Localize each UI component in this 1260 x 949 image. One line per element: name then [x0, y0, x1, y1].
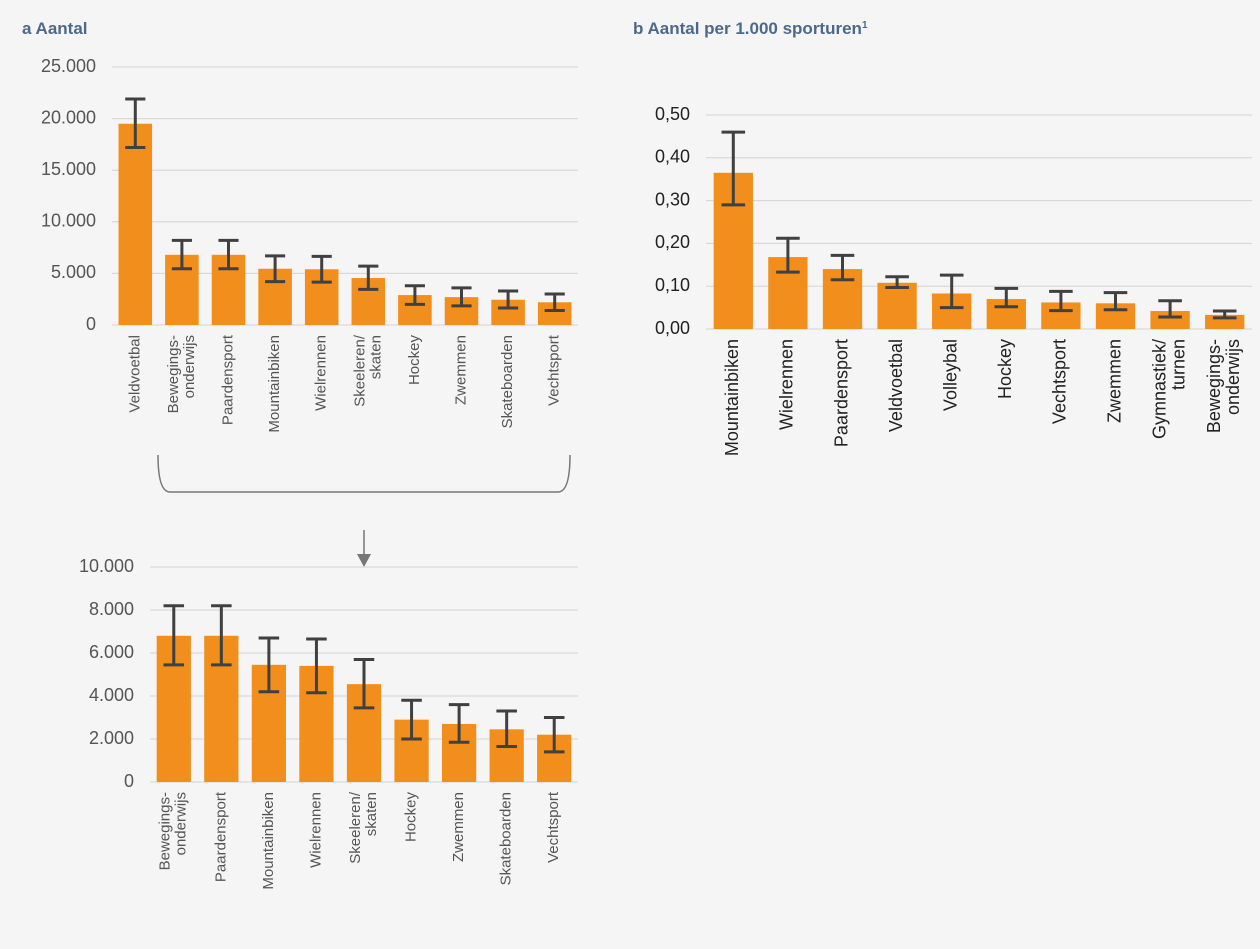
error-bar — [885, 275, 909, 289]
y-tick-label: 5.000 — [51, 262, 96, 282]
x-tick-label: Paardensport — [831, 339, 851, 447]
x-tick-label: Skateboarden — [498, 792, 515, 885]
x-tick-label: Skeeleren/ — [347, 791, 364, 864]
error-bar — [776, 236, 800, 274]
y-tick-label: 0,50 — [655, 104, 690, 124]
x-tick-label: turnen — [1168, 339, 1188, 390]
bar — [877, 282, 917, 329]
x-tick-label: Hockey — [403, 792, 420, 843]
x-tick-label: onderwijs — [1223, 339, 1243, 415]
error-bar — [163, 604, 185, 667]
x-tick-label: Zwemmen — [450, 792, 467, 862]
y-tick-label: 0,10 — [655, 275, 690, 295]
bar — [537, 302, 572, 325]
bar — [118, 123, 153, 325]
x-tick-label: Wielrennen — [777, 339, 797, 430]
x-tick-label: Vechtsport — [545, 791, 562, 863]
x-tick-label: Hockey — [995, 339, 1015, 399]
y-tick-label: 10.000 — [79, 556, 134, 576]
y-tick-label: 0,30 — [655, 189, 690, 209]
x-tick-label: Gymnastiek/ — [1149, 339, 1169, 439]
error-bar — [125, 97, 146, 149]
error-bar — [218, 238, 239, 271]
error-bar — [721, 130, 746, 207]
error-bar — [258, 636, 280, 694]
y-tick-label: 0,20 — [655, 232, 690, 252]
y-tick-label: 25.000 — [41, 56, 96, 76]
error-bar — [830, 253, 855, 282]
error-bar — [171, 238, 192, 271]
x-tick-label: Bewegings- — [157, 792, 174, 870]
x-tick-label: Skateboarden — [499, 335, 516, 428]
error-bar — [401, 698, 422, 741]
x-tick-label: Vechtsport — [546, 334, 563, 406]
error-bar — [544, 292, 565, 313]
x-tick-label: Zwemmen — [1104, 339, 1124, 423]
error-bar — [451, 286, 472, 308]
x-tick-label: Hockey — [406, 335, 423, 386]
x-tick-label: skaten — [363, 792, 380, 836]
x-tick-label: Bewegings- — [165, 335, 182, 413]
x-tick-label: onderwijs — [173, 792, 190, 855]
title-note: 1 — [862, 20, 868, 31]
error-bar — [1103, 291, 1128, 312]
error-bar — [311, 254, 332, 284]
error-bar — [498, 289, 519, 310]
y-tick-label: 2.000 — [89, 728, 134, 748]
chart-title: a Aantal — [22, 19, 88, 38]
x-tick-label: Paardensport — [212, 791, 229, 882]
y-tick-label: 0 — [86, 314, 96, 334]
y-tick-label: 6.000 — [89, 642, 134, 662]
title-text: b Aantal per 1.000 sporturen — [633, 19, 862, 38]
error-bar — [265, 254, 286, 284]
error-bar — [306, 637, 327, 695]
y-tick-label: 0,00 — [655, 318, 690, 338]
error-bar — [994, 286, 1019, 309]
x-tick-label: Zwemmen — [452, 335, 469, 405]
y-tick-label: 20.000 — [41, 107, 96, 127]
error-bar — [1158, 299, 1182, 319]
title-text: a Aantal — [22, 19, 88, 38]
x-tick-label: Mountainbiken — [260, 792, 277, 890]
error-bar — [404, 284, 425, 306]
x-tick-label: Veldvoetbal — [886, 339, 906, 432]
error-bar — [939, 273, 964, 310]
error-bar — [496, 709, 517, 749]
error-bar — [1212, 309, 1237, 320]
error-bar — [211, 604, 232, 667]
x-tick-label: Wielrennen — [307, 792, 324, 868]
error-bar — [448, 703, 470, 744]
chart-title: b Aantal per 1.000 sporturen1 — [633, 19, 868, 38]
x-tick-label: skaten — [367, 335, 384, 379]
x-tick-label: Mountainbiken — [266, 335, 283, 433]
x-tick-label: Wielrennen — [313, 335, 330, 411]
y-tick-label: 0,40 — [655, 147, 690, 167]
x-tick-label: Skeeleren/ — [351, 334, 368, 407]
y-tick-label: 4.000 — [89, 685, 134, 705]
x-tick-label: onderwijs — [181, 335, 198, 398]
y-tick-label: 0 — [124, 771, 134, 791]
arrow-head — [357, 554, 371, 567]
x-tick-label: Veldvoetbal — [126, 335, 143, 413]
x-tick-label: Vechtsport — [1050, 339, 1070, 424]
x-tick-label: Mountainbiken — [722, 339, 742, 456]
error-bar — [543, 716, 565, 754]
y-tick-label: 8.000 — [89, 599, 134, 619]
error-bar — [358, 264, 379, 291]
y-tick-label: 15.000 — [41, 159, 96, 179]
y-tick-label: 10.000 — [41, 211, 96, 231]
bracket — [157, 454, 571, 493]
x-tick-label: Bewegings- — [1204, 339, 1224, 433]
x-tick-label: Volleybal — [940, 339, 960, 411]
error-bar — [353, 657, 375, 710]
error-bar — [1049, 289, 1073, 313]
x-tick-label: Paardensport — [219, 334, 236, 425]
